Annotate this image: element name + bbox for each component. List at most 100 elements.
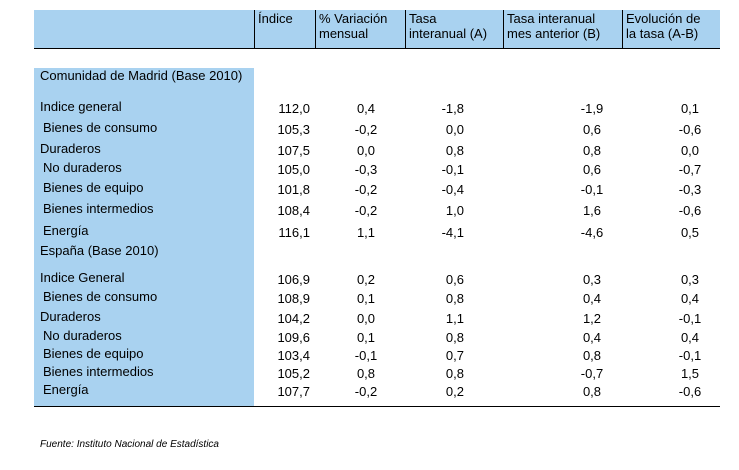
table-row: Indice general 112,0 0,4 -1,8 -1,9 0,1 [34,99,720,117]
row-label: Duraderos [40,309,101,324]
value-tasa-interanual: -1,8 [441,101,464,116]
header-separator [503,10,504,48]
value-tasa-interanual: 0,2 [445,384,464,399]
value-tasa-mes-anterior: 0,4 [582,291,602,306]
value-tasa-mes-anterior: 0,3 [582,272,602,287]
value-evolucion-tasa: -0,1 [678,348,702,363]
header-tasa-interanual: Tasa interanual (A) [409,11,488,41]
row-label: Bienes intermedios [43,364,154,379]
value-tasa-interanual: 0,8 [445,291,464,306]
value-tasa-mes-anterior: 0,6 [582,162,602,177]
value-variacion-mensual: -0,1 [354,348,378,363]
header-separator [315,10,316,48]
value-evolucion-tasa: 0,0 [680,143,700,158]
header-indice: Índice [258,11,293,26]
value-tasa-interanual: 0,8 [445,366,464,381]
table-row: Duraderos 104,2 0,0 1,1 1,2 -0,1 [34,309,720,327]
value-tasa-interanual: 1,0 [445,203,464,218]
value-variacion-mensual: 0,2 [356,272,376,287]
table-row: Bienes de equipo 103,4 -0,1 0,7 0,8 -0,1 [34,346,720,364]
header-separator [622,10,623,48]
value-tasa-interanual: 1,1 [445,311,464,326]
value-tasa-mes-anterior: 0,8 [582,384,602,399]
table-row: Energía 116,1 1,1 -4,1 -4,6 0,5 [34,223,720,241]
value-variacion-mensual: 0,0 [356,143,376,158]
value-variacion-mensual: -0,2 [354,384,378,399]
value-tasa-mes-anterior: 0,6 [582,122,602,137]
header-evolucion-tasa: Evolución de la tasa (A-B) [626,11,701,41]
value-variacion-mensual: -0,3 [354,162,378,177]
value-evolucion-tasa: -0,6 [678,122,702,137]
value-tasa-interanual: 0,7 [445,348,464,363]
value-indice: 112,0 [278,101,310,116]
value-indice: 109,6 [277,330,310,345]
header-separator [405,10,406,48]
table-row: Duraderos 107,5 0,0 0,8 0,8 0,0 [34,141,720,159]
value-indice: 101,8 [277,182,310,197]
value-variacion-mensual: 0,8 [356,366,376,381]
value-tasa-mes-anterior: -4,6 [580,225,604,240]
table-row: Energía 107,7 -0,2 0,2 0,8 -0,6 [34,382,720,400]
value-variacion-mensual: 0,1 [356,291,376,306]
value-evolucion-tasa: -0,7 [678,162,702,177]
row-labels-column [34,68,254,406]
value-tasa-interanual: -4,1 [441,225,464,240]
row-label: Bienes de equipo [43,346,144,361]
table-row: Bienes intermedios 105,2 0,8 0,8 -0,7 1,… [34,364,720,382]
header-tasa-mes-anterior: Tasa interanual mes anterior (B) [507,11,601,41]
value-evolucion-tasa: 0,3 [680,272,700,287]
value-tasa-mes-anterior: 0,4 [582,330,602,345]
row-label: Indice General [40,270,125,285]
row-label: Bienes intermedios [43,201,154,216]
value-indice: 105,2 [277,366,310,381]
value-variacion-mensual: -0,2 [354,122,378,137]
value-tasa-mes-anterior: -1,9 [580,101,604,116]
header-band [34,10,720,48]
table-row: Bienes de consumo 105,3 -0,2 0,0 0,6 -0,… [34,120,720,138]
value-evolucion-tasa: -0,3 [678,182,702,197]
table-row: Indice General 106,9 0,2 0,6 0,3 0,3 [34,270,720,288]
value-tasa-mes-anterior: -0,1 [580,182,604,197]
value-variacion-mensual: 1,1 [356,225,376,240]
row-label: Bienes de consumo [43,289,158,304]
header-bottom-rule [34,48,720,49]
value-evolucion-tasa: 0,4 [680,330,700,345]
value-tasa-mes-anterior: 1,6 [582,203,602,218]
value-variacion-mensual: -0,2 [354,182,378,197]
section-title-espana: España (Base 2010) [40,243,159,258]
row-label: Bienes de consumo [43,120,158,135]
table-row: Bienes de consumo 108,9 0,1 0,8 0,4 0,4 [34,289,720,307]
value-indice: 107,7 [277,384,310,399]
value-evolucion-tasa: 0,1 [680,101,700,116]
row-label: Bienes de equipo [43,180,144,195]
value-indice: 108,9 [277,291,310,306]
header-variacion-mensual: % Variación mensual [319,11,388,41]
row-label: Indice general [40,99,122,114]
value-indice: 104,2 [277,311,310,326]
value-tasa-interanual: 0,6 [445,272,464,287]
value-tasa-interanual: 0,0 [445,122,464,137]
value-variacion-mensual: 0,1 [356,330,376,345]
value-indice: 107,5 [277,143,310,158]
value-evolucion-tasa: -0,6 [678,203,702,218]
value-tasa-mes-anterior: 0,8 [582,143,602,158]
row-label: Energía [43,382,89,397]
value-evolucion-tasa: 0,4 [680,291,700,306]
value-variacion-mensual: 0,4 [356,101,376,116]
value-evolucion-tasa: 0,5 [680,225,700,240]
value-indice: 105,3 [277,122,310,137]
table-bottom-rule [34,406,720,407]
value-evolucion-tasa: -0,6 [678,384,702,399]
value-evolucion-tasa: 1,5 [680,366,700,381]
value-indice: 106,9 [277,272,310,287]
value-tasa-interanual: -0,1 [441,162,464,177]
row-label: Duraderos [40,141,101,156]
value-tasa-interanual: -0,4 [441,182,464,197]
table-row: Bienes de equipo 101,8 -0,2 -0,4 -0,1 -0… [34,180,720,198]
value-tasa-interanual: 0,8 [445,143,464,158]
value-tasa-mes-anterior: 0,8 [582,348,602,363]
row-label: No duraderos [43,328,122,343]
row-label: Energía [43,223,89,238]
value-variacion-mensual: 0,0 [356,311,376,326]
value-indice: 103,4 [277,348,310,363]
